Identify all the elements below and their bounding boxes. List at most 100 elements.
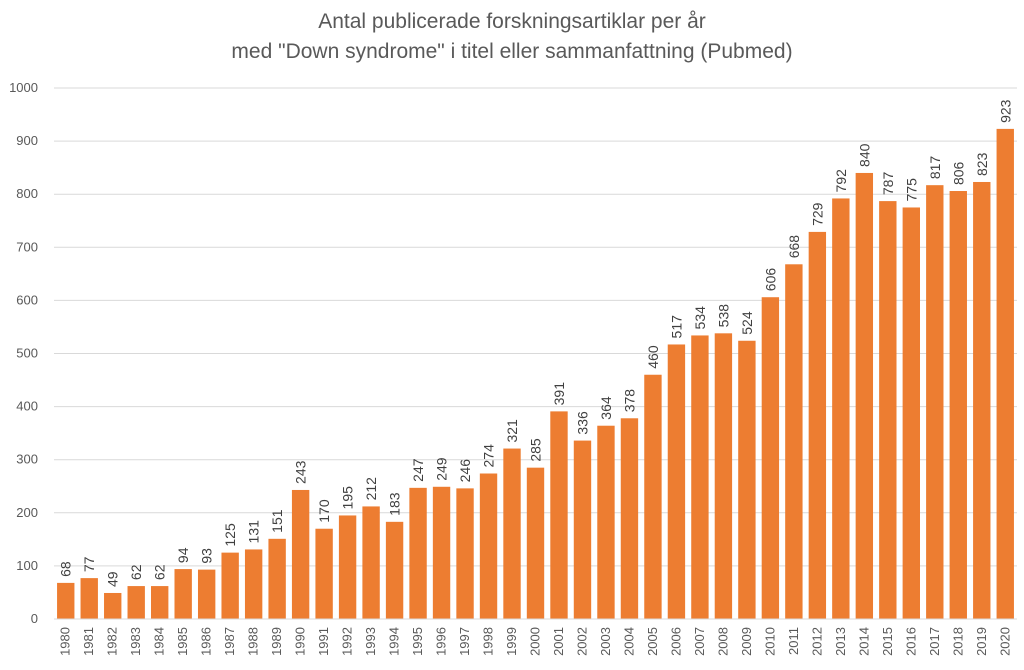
x-tick-label: 1980 (58, 627, 73, 656)
x-tick-label: 2012 (809, 627, 824, 656)
data-label: 321 (504, 419, 520, 443)
bar (409, 487, 427, 619)
bar (338, 515, 357, 619)
data-label: 460 (645, 345, 661, 369)
bar (315, 528, 333, 619)
data-label: 806 (950, 161, 966, 185)
data-label: 274 (481, 444, 497, 468)
x-tick-label: 1993 (363, 627, 378, 656)
x-tick-label: 1994 (387, 627, 402, 656)
x-tick-label: 2017 (927, 627, 942, 656)
bar (808, 231, 827, 619)
y-tick-label: 0 (31, 611, 38, 626)
data-label: 131 (246, 520, 262, 544)
data-label: 247 (410, 458, 426, 482)
bar (973, 181, 991, 619)
data-label: 524 (739, 311, 755, 335)
bar (127, 586, 145, 619)
x-tick-label: 1999 (504, 627, 519, 656)
chart-subtitle: med "Down syndrome" i titel eller samman… (231, 40, 793, 63)
data-label: 840 (856, 143, 872, 167)
y-tick-label: 1000 (9, 80, 38, 95)
bar (221, 552, 239, 619)
bar (644, 374, 662, 619)
x-tick-label: 2008 (715, 627, 730, 656)
x-tick-label: 2016 (903, 627, 918, 656)
x-tick-label: 2005 (645, 627, 660, 656)
y-tick-label: 500 (16, 346, 38, 361)
bar (291, 489, 310, 619)
data-label: 817 (927, 156, 943, 180)
bar (362, 506, 380, 619)
bar (479, 473, 498, 619)
y-tick-label: 700 (16, 239, 38, 254)
x-tick-label: 1997 (457, 627, 472, 656)
bar (573, 440, 592, 619)
bar (197, 569, 216, 619)
data-label: 183 (387, 492, 403, 516)
bar (667, 344, 686, 619)
bar (785, 264, 803, 619)
data-label: 364 (598, 396, 614, 420)
bar (104, 592, 122, 619)
x-tick-label: 1990 (293, 627, 308, 656)
bar (738, 340, 756, 619)
x-tick-label: 1986 (199, 627, 214, 656)
x-tick-label: 2011 (786, 627, 801, 655)
x-tick-label: 2019 (974, 627, 989, 656)
x-tick-label: 2006 (668, 627, 683, 656)
data-label: 391 (551, 382, 567, 406)
data-label: 243 (293, 460, 309, 484)
y-tick-label: 200 (16, 505, 38, 520)
data-label: 517 (668, 315, 684, 339)
data-label: 62 (128, 564, 144, 580)
bar (80, 578, 98, 619)
bar (620, 418, 639, 619)
bar (855, 172, 874, 619)
data-label: 151 (269, 509, 285, 533)
data-label: 729 (809, 202, 825, 226)
data-label: 249 (434, 457, 450, 481)
x-tick-label: 1981 (81, 627, 96, 656)
data-label: 787 (880, 172, 896, 196)
data-label: 195 (340, 486, 356, 510)
bar (244, 549, 263, 619)
y-tick-label: 300 (16, 452, 38, 467)
bar (550, 411, 568, 619)
data-label: 93 (199, 548, 215, 564)
bar (996, 128, 1014, 619)
data-label: 792 (833, 169, 849, 193)
data-label: 49 (105, 571, 121, 587)
data-label: 775 (903, 178, 919, 202)
chart-title: Antal publicerade forskningsartiklar per… (318, 10, 706, 33)
data-label: 62 (152, 564, 168, 580)
x-tick-label: 2003 (598, 627, 613, 656)
x-tick-label: 1987 (222, 627, 237, 656)
x-tick-label: 1984 (152, 627, 167, 656)
bar (456, 488, 474, 619)
y-tick-label: 400 (16, 399, 38, 414)
bar (503, 448, 521, 619)
bar (385, 521, 404, 619)
x-tick-label: 1983 (128, 627, 143, 656)
data-label: 170 (316, 499, 332, 523)
x-tick-label: 2014 (856, 627, 871, 656)
bar (902, 207, 920, 619)
bar (926, 185, 944, 619)
bar (151, 586, 169, 619)
y-tick-label: 800 (16, 186, 38, 201)
data-label: 125 (222, 523, 238, 547)
data-label: 77 (81, 556, 97, 572)
data-label: 538 (715, 304, 731, 328)
x-tick-label: 1998 (481, 627, 496, 656)
x-tick-label: 2007 (692, 627, 707, 656)
y-tick-label: 600 (16, 292, 38, 307)
x-tick-label: 2004 (621, 627, 636, 656)
data-label: 336 (574, 411, 590, 435)
x-tick-label: 2002 (574, 627, 589, 656)
bar (268, 538, 286, 619)
data-label: 212 (363, 477, 379, 501)
x-tick-label: 1995 (410, 627, 425, 656)
data-label: 94 (175, 547, 191, 563)
